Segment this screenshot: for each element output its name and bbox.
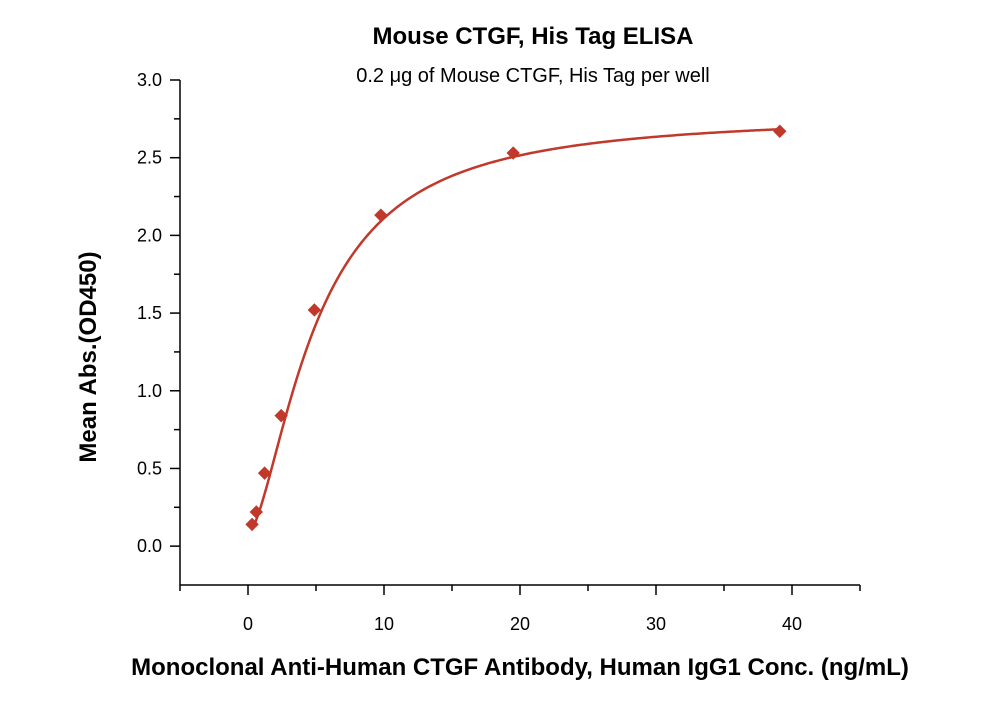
y-tick-label: 1.0 [137,381,162,401]
fit-curve-group [250,127,780,530]
data-point [506,146,520,160]
y-axis-label: Mean Abs.(OD450) [75,251,102,462]
chart-subtitle: 0.2 μg of Mouse CTGF, His Tag per well [356,65,710,87]
x-tick-label: 40 [782,614,802,634]
x-tick-label: 20 [510,614,530,634]
data-points [245,124,787,532]
data-point [249,505,264,519]
y-tick-label: 0.5 [137,458,162,478]
data-point [773,124,787,138]
y-tick-label: 0.0 [137,536,162,556]
y-tick-label: 2.0 [137,225,162,245]
x-tick-label: 10 [374,614,394,634]
fit-curve [250,127,780,530]
data-point [257,466,272,480]
x-axis-label: Monoclonal Anti-Human CTGF Antibody, Hum… [131,654,909,681]
data-point [374,208,388,222]
y-tick-label: 2.5 [137,148,162,168]
data-point [274,408,288,423]
chart-title: Mouse CTGF, His Tag ELISA [373,23,694,50]
x-tick-label: 30 [646,614,666,634]
x-tick-label: 0 [243,614,253,634]
y-tick-label: 1.5 [137,303,162,323]
y-tick-label: 3.0 [137,70,162,90]
axis-ticks: 0 10 20 30 40 0.0 0.5 1.0 1.5 2.0 2.5 3.0 [137,70,861,634]
data-point [307,303,322,317]
data-point [245,517,259,532]
